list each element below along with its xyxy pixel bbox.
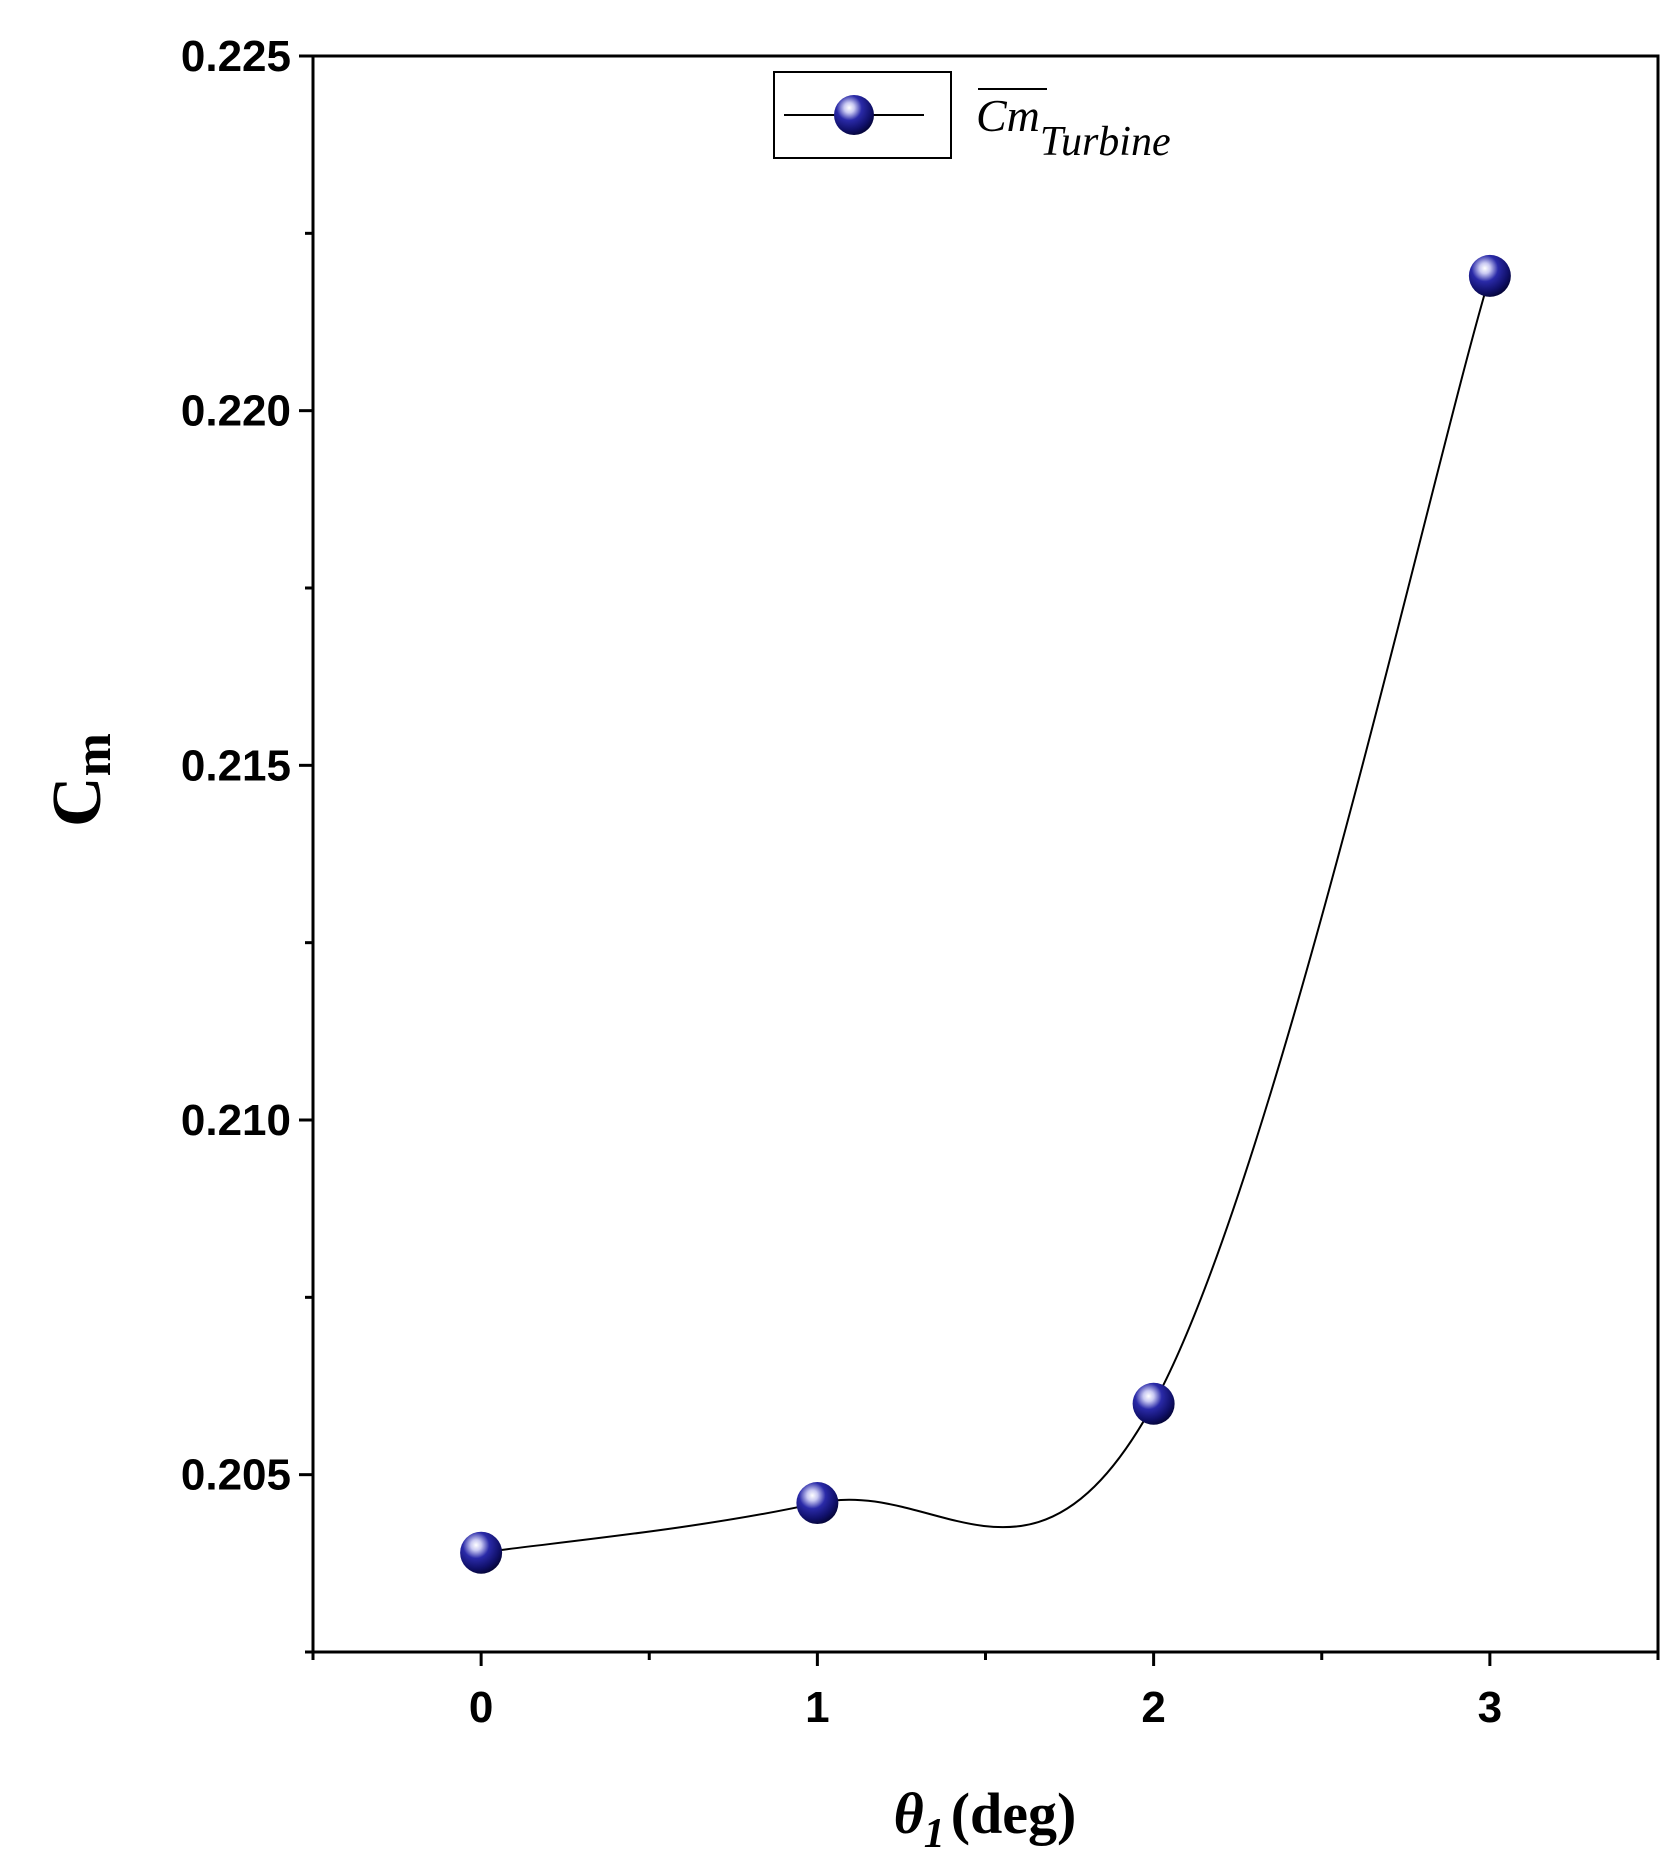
- legend-label-subscript: Turbine: [1040, 119, 1171, 165]
- x-tick-label: 1: [805, 1683, 829, 1732]
- y-tick-label: 0.205: [181, 1451, 291, 1500]
- y-axis-title: Cm: [39, 733, 122, 827]
- legend-label: CmTurbine: [976, 90, 1171, 165]
- x-axis-title-unit: (deg): [951, 1781, 1077, 1846]
- legend: CmTurbine: [773, 71, 1171, 165]
- y-tick-label: 0.210: [181, 1096, 291, 1145]
- series-line: [480, 275, 1491, 1554]
- x-tick-label: 3: [1478, 1683, 1502, 1732]
- x-axis-title-symbol: θ: [894, 1781, 924, 1846]
- data-point: [460, 1531, 503, 1574]
- plot-frame: [311, 54, 1660, 1654]
- y-tick-label: 0.225: [181, 32, 291, 81]
- x-tick-label: 2: [1141, 1683, 1165, 1732]
- x-axis-title: θ1 (deg): [894, 1781, 1077, 1855]
- legend-label-main: Cm: [976, 90, 1040, 141]
- legend-marker: [834, 95, 874, 135]
- data-point: [1132, 1382, 1175, 1425]
- y-axis-title-main: C: [39, 776, 116, 827]
- y-tick-label: 0.220: [181, 387, 291, 436]
- y-axis-title-group: Cm: [39, 733, 122, 827]
- y-axis: 0.205 0.210 0.215 0.220 0.225: [181, 32, 313, 1654]
- x-axis-title-subscript: 1: [924, 1811, 945, 1855]
- x-tick-label: 0: [469, 1683, 493, 1732]
- x-axis: 0 1 2 3: [311, 1652, 1660, 1732]
- data-point: [1468, 254, 1511, 297]
- series-layer: [460, 254, 1511, 1574]
- y-axis-title-subscript: m: [65, 733, 122, 776]
- y-tick-label: 0.215: [181, 741, 291, 790]
- data-point: [796, 1482, 839, 1525]
